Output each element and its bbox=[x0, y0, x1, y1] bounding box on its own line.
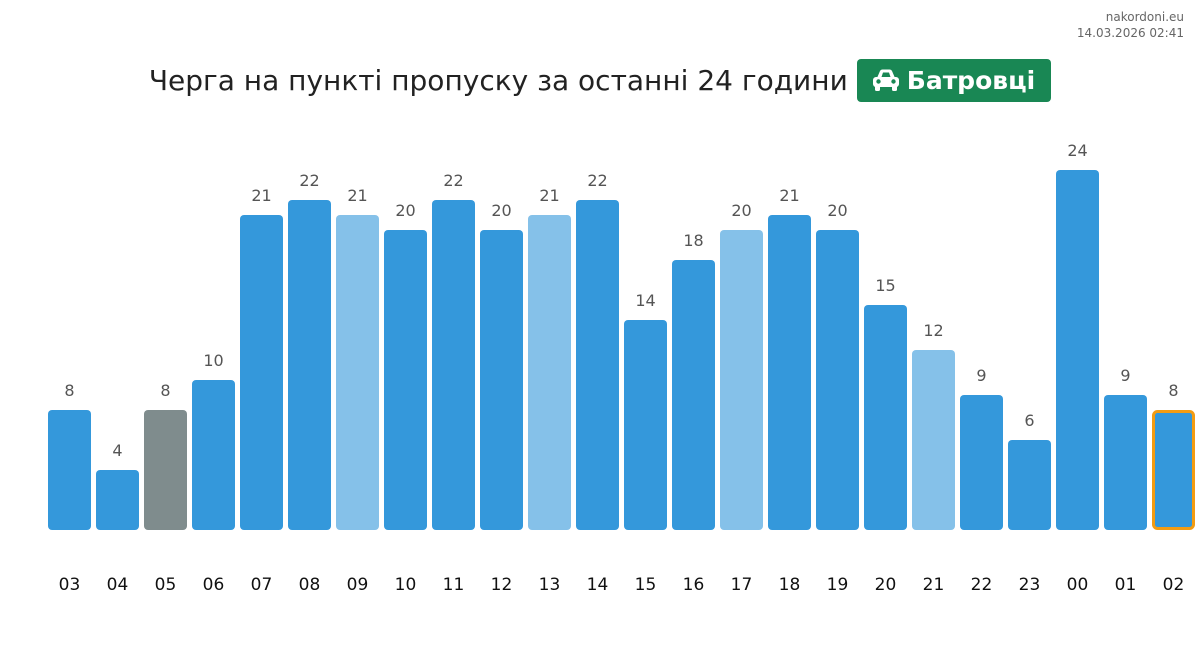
x-tick-06: 06 bbox=[203, 575, 225, 595]
x-tick-12: 12 bbox=[491, 575, 513, 595]
value-label-22: 9 bbox=[976, 366, 986, 385]
x-tick-21: 21 bbox=[923, 575, 945, 595]
bar-01 bbox=[1104, 395, 1147, 530]
value-label-17: 20 bbox=[731, 201, 751, 220]
value-label-20: 15 bbox=[875, 276, 895, 295]
bar-23 bbox=[1008, 440, 1051, 530]
x-tick-13: 13 bbox=[539, 575, 561, 595]
value-label-15: 14 bbox=[635, 291, 655, 310]
x-tick-16: 16 bbox=[683, 575, 705, 595]
bar-04 bbox=[96, 470, 139, 530]
x-tick-04: 04 bbox=[107, 575, 129, 595]
bar-11 bbox=[432, 200, 475, 530]
bar-17 bbox=[720, 230, 763, 530]
x-tick-18: 18 bbox=[779, 575, 801, 595]
bar-00 bbox=[1056, 170, 1099, 530]
bar-20 bbox=[864, 305, 907, 530]
bar-09 bbox=[336, 215, 379, 530]
bar-21 bbox=[912, 350, 955, 530]
x-tick-05: 05 bbox=[155, 575, 177, 595]
bar-08 bbox=[288, 200, 331, 530]
value-label-10: 20 bbox=[395, 201, 415, 220]
value-label-13: 21 bbox=[539, 186, 559, 205]
value-label-07: 21 bbox=[251, 186, 271, 205]
bar-19 bbox=[816, 230, 859, 530]
x-tick-01: 01 bbox=[1115, 575, 1137, 595]
bar-03 bbox=[48, 410, 91, 530]
x-tick-07: 07 bbox=[251, 575, 273, 595]
x-tick-17: 17 bbox=[731, 575, 753, 595]
x-tick-10: 10 bbox=[395, 575, 417, 595]
bar-06 bbox=[192, 380, 235, 530]
value-label-11: 22 bbox=[443, 171, 463, 190]
value-label-19: 20 bbox=[827, 201, 847, 220]
x-tick-02: 02 bbox=[1163, 575, 1185, 595]
value-label-23: 6 bbox=[1024, 411, 1034, 430]
x-tick-20: 20 bbox=[875, 575, 897, 595]
value-label-18: 21 bbox=[779, 186, 799, 205]
x-tick-14: 14 bbox=[587, 575, 609, 595]
value-label-03: 8 bbox=[64, 381, 74, 400]
value-label-21: 12 bbox=[923, 321, 943, 340]
x-tick-15: 15 bbox=[635, 575, 657, 595]
bar-10 bbox=[384, 230, 427, 530]
value-label-16: 18 bbox=[683, 231, 703, 250]
value-label-14: 22 bbox=[587, 171, 607, 190]
x-tick-08: 08 bbox=[299, 575, 321, 595]
x-tick-23: 23 bbox=[1019, 575, 1041, 595]
value-label-08: 22 bbox=[299, 171, 319, 190]
bar-07 bbox=[240, 215, 283, 530]
bar-13 bbox=[528, 215, 571, 530]
value-label-12: 20 bbox=[491, 201, 511, 220]
value-label-04: 4 bbox=[112, 441, 122, 460]
bar-18 bbox=[768, 215, 811, 530]
x-tick-09: 09 bbox=[347, 575, 369, 595]
x-tick-00: 00 bbox=[1067, 575, 1089, 595]
value-label-00: 24 bbox=[1067, 141, 1087, 160]
bar-22 bbox=[960, 395, 1003, 530]
value-label-01: 9 bbox=[1120, 366, 1130, 385]
x-tick-19: 19 bbox=[827, 575, 849, 595]
bar-05 bbox=[144, 410, 187, 530]
x-tick-22: 22 bbox=[971, 575, 993, 595]
bar-16 bbox=[672, 260, 715, 530]
value-label-05: 8 bbox=[160, 381, 170, 400]
bar-14 bbox=[576, 200, 619, 530]
bar-15 bbox=[624, 320, 667, 530]
value-label-06: 10 bbox=[203, 351, 223, 370]
bar-12 bbox=[480, 230, 523, 530]
bar-02 bbox=[1154, 412, 1194, 529]
value-label-02: 8 bbox=[1168, 381, 1178, 400]
x-tick-03: 03 bbox=[59, 575, 81, 595]
value-label-09: 21 bbox=[347, 186, 367, 205]
x-tick-11: 11 bbox=[443, 575, 465, 595]
